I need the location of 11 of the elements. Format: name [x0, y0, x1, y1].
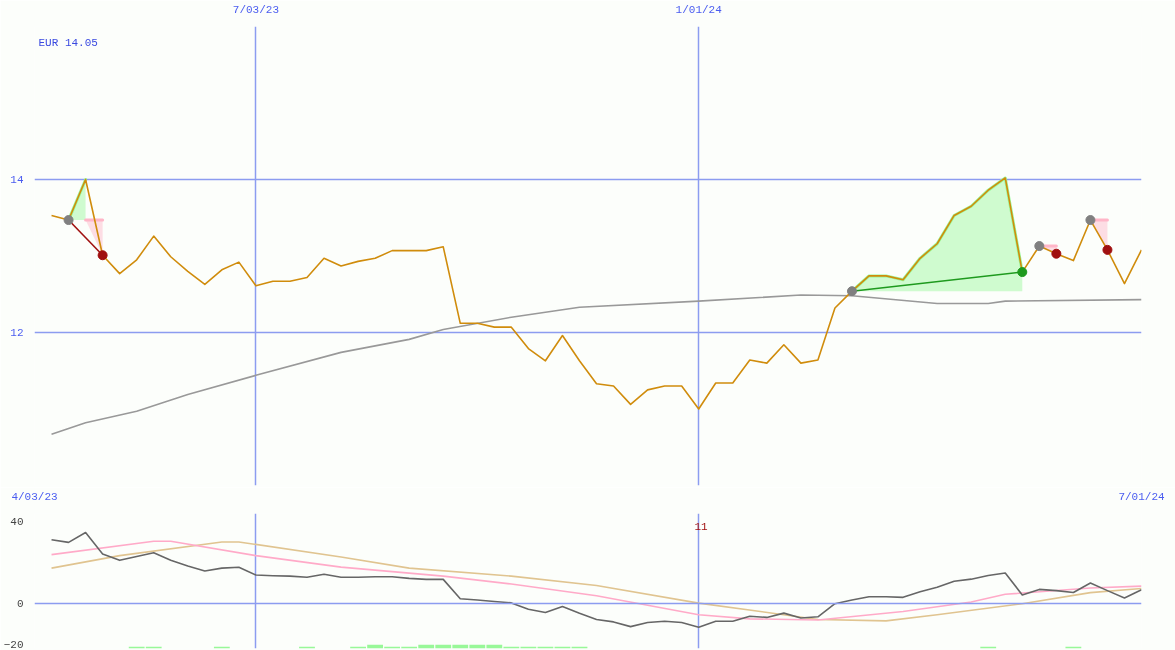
y-tick-label: 40 [10, 516, 24, 529]
x-tick-label: 1/01/24 [675, 3, 723, 16]
x-tick-label: 7/03/23 [232, 3, 280, 16]
y-tick-label: −20 [3, 638, 24, 650]
annotation: 11 [694, 520, 709, 533]
y-tick-label: 0 [16, 598, 24, 610]
y-tick-label: 12 [10, 327, 24, 339]
x-tick-label: 7/01/24 [1118, 490, 1165, 503]
y-tick-label: 14 [10, 174, 24, 186]
text: EUR 14.05 [38, 36, 98, 49]
x-tick-label: 4/03/23 [11, 490, 58, 503]
